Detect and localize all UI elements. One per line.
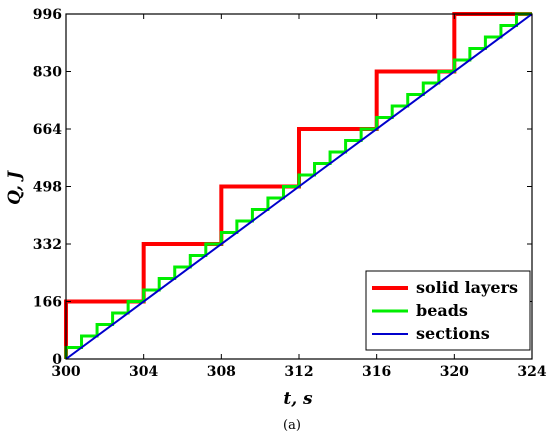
y-tick-label: 166 [33, 295, 62, 311]
legend-label: solid layers [416, 278, 518, 297]
x-tick-label: 304 [129, 364, 158, 380]
x-tick-label: 308 [207, 364, 236, 380]
legend: solid layers beads sections [365, 270, 531, 351]
x-tick-label: 316 [362, 364, 391, 380]
ticks-layer: 300 304 308 312 316 320 324 0 166 332 498 664 830 996 [33, 7, 547, 380]
x-tick-label: 300 [51, 364, 80, 380]
legend-label: sections [416, 324, 490, 343]
y-axis-title: Q, J [5, 170, 25, 205]
x-tick-label: 324 [517, 364, 546, 380]
x-axis-title: t, s [283, 389, 313, 409]
y-tick-label: 664 [33, 122, 62, 138]
y-tick-label: 0 [52, 352, 62, 368]
series-sections [65, 13, 533, 360]
series-layer [64, 12, 533, 360]
y-tick-label: 830 [33, 65, 62, 81]
legend-label: beads [416, 301, 468, 320]
y-tick-label: 996 [33, 7, 62, 23]
x-tick-label: 320 [440, 364, 469, 380]
y-tick-label: 332 [33, 237, 62, 253]
y-tick-label: 498 [33, 180, 62, 196]
x-tick-label: 312 [284, 364, 313, 380]
figure-caption: (a) [283, 418, 301, 433]
